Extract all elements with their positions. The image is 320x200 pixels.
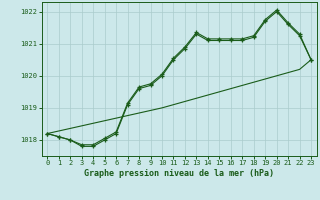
X-axis label: Graphe pression niveau de la mer (hPa): Graphe pression niveau de la mer (hPa) <box>84 169 274 178</box>
